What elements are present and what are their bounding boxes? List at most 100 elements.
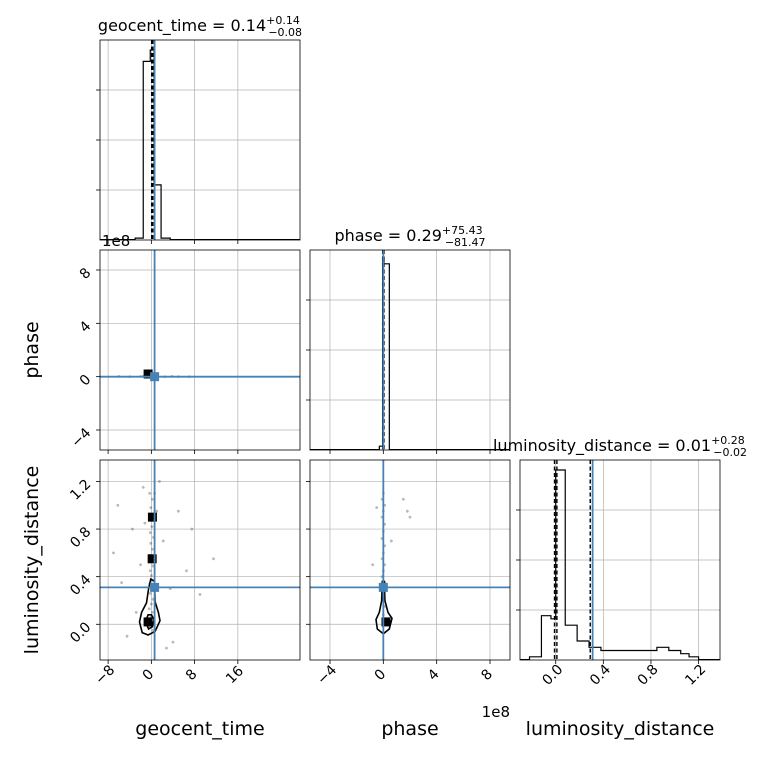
sample-point — [212, 557, 215, 561]
sample-point — [408, 515, 412, 519]
sample-point — [151, 497, 154, 501]
y-tick-label: −4 — [68, 425, 94, 451]
x-tick-label: 0.8 — [635, 662, 662, 689]
hist-panel-border — [519, 459, 721, 661]
x-tick-label: 16 — [223, 663, 247, 687]
hist-content — [100, 40, 300, 240]
scatter-panel-border — [99, 249, 301, 451]
panel-title: luminosity_distance = 0.01+0.28 −0.02 — [493, 434, 747, 459]
sample-point — [405, 509, 409, 513]
sample-point — [401, 497, 405, 501]
sample-point — [198, 593, 202, 596]
sample-point — [148, 531, 152, 535]
sample-point — [161, 539, 165, 543]
scatter-panel-border — [309, 459, 511, 661]
density-peak — [143, 369, 153, 379]
x-tick-label: −8 — [92, 662, 118, 688]
sample-point — [165, 646, 168, 650]
scatter-panel-background — [100, 250, 300, 450]
x-tick-label: 8 — [478, 666, 496, 684]
title-upper-error: +0.14 — [266, 14, 300, 27]
title-upper-error: +75.43 — [442, 224, 483, 237]
x-tick-label: 0 — [372, 666, 390, 684]
sample-point — [131, 527, 134, 531]
title-lower-error: −0.08 — [268, 26, 302, 39]
sample-point — [149, 506, 153, 510]
sample-point — [150, 525, 154, 529]
sample-point — [190, 527, 194, 531]
truth-marker — [150, 372, 160, 382]
hist-panel-border — [99, 39, 301, 241]
scatter-panel-border — [99, 459, 301, 661]
x-axis-label-luminosity_distance: luminosity_distance — [526, 718, 715, 740]
x-tick-label: 1.2 — [682, 662, 709, 689]
hist-panel-phase: phase = 0.29+75.43 −81.47 — [306, 224, 511, 454]
hist-panel-luminosity_distance: 0.0 0.4 0.8 1.2 luminosity_distance = 0.01+0… — [493, 434, 747, 689]
panel-title: geocent_time = 0.14+0.14 −0.08 — [98, 14, 302, 39]
panel-title-text: geocent_time = 0.14+0.14 −0.08 — [98, 14, 302, 39]
density-peak — [147, 554, 157, 564]
sample-point — [375, 506, 379, 510]
sample-point — [149, 574, 153, 577]
y-tick-label: 4 — [77, 318, 95, 336]
sample-point — [139, 563, 142, 567]
y-tick-label: 0.8 — [67, 524, 94, 551]
x-tick-label: 0.4 — [587, 662, 614, 689]
y-axis-label-luminosity_distance: luminosity_distance — [21, 466, 43, 655]
sample-point — [185, 569, 188, 573]
scatter-panel-phase-vs-luminosity_distance: −4 0 4 8 — [306, 459, 511, 688]
title-lower-error: −81.47 — [445, 236, 486, 249]
x-tick-label: −4 — [314, 662, 340, 688]
scatter-content — [100, 460, 300, 660]
x-tick-label: 0.0 — [539, 662, 566, 689]
hist-panel-border — [309, 249, 511, 451]
y-tick-label: 0.4 — [67, 572, 94, 599]
x-offset-label: 1e8 — [482, 703, 510, 721]
x-tick-label: 8 — [183, 666, 201, 684]
sample-point — [171, 640, 175, 644]
sample-point — [120, 581, 124, 585]
sample-point — [143, 521, 147, 525]
scatter-content — [310, 460, 510, 660]
scatter-content — [100, 250, 300, 450]
sample-point — [151, 628, 155, 632]
y-tick-label: 8 — [77, 265, 95, 283]
histogram-step — [528, 469, 700, 660]
y-tick-label: 1.2 — [67, 476, 94, 503]
sample-point — [151, 547, 154, 551]
scatter-panel-geocent_time-vs-phase: −4 0 4 8 — [68, 249, 301, 454]
x-axis-label-geocent_time: geocent_time — [135, 718, 264, 740]
title-upper-error: +0.28 — [711, 434, 745, 447]
title-main: luminosity_distance = 0.01 — [493, 436, 711, 456]
panel-title-text: phase = 0.29+75.43 −81.47 — [334, 224, 485, 249]
scatter-panel-background — [100, 460, 300, 660]
sample-point — [389, 539, 393, 543]
sample-point — [155, 509, 159, 513]
sample-point — [148, 569, 152, 573]
x-tick-label: 4 — [425, 666, 443, 684]
panel-title-text: luminosity_distance = 0.01+0.28 −0.02 — [493, 434, 747, 459]
sample-point — [151, 564, 155, 568]
sample-point — [151, 610, 154, 614]
x-axis-label-phase: phase — [381, 718, 438, 740]
scatter-panel-geocent_time-vs-luminosity_distance: −8 0 8 16 0.0 0.4 0.8 1.2 — [67, 459, 301, 688]
sample-point — [149, 602, 153, 606]
density-peak — [381, 617, 391, 627]
hist-content — [310, 250, 510, 450]
hist-panel-geocent_time: geocent_time = 0.14+0.14 −0.08 — [96, 14, 302, 244]
sample-point — [176, 509, 180, 513]
scatter-panel-background — [310, 460, 510, 660]
title-lower-error: −0.02 — [713, 446, 747, 459]
x-tick-label: 0 — [140, 666, 158, 684]
density-peak — [143, 617, 153, 627]
sample-point — [134, 610, 138, 614]
sample-point — [141, 485, 145, 489]
sample-point — [148, 491, 152, 495]
y-axis-label-phase: phase — [21, 321, 43, 378]
sample-point — [371, 563, 375, 567]
sample-point — [147, 607, 151, 611]
truth-marker — [150, 582, 160, 592]
y-offset-label: 1e8 — [102, 232, 130, 250]
